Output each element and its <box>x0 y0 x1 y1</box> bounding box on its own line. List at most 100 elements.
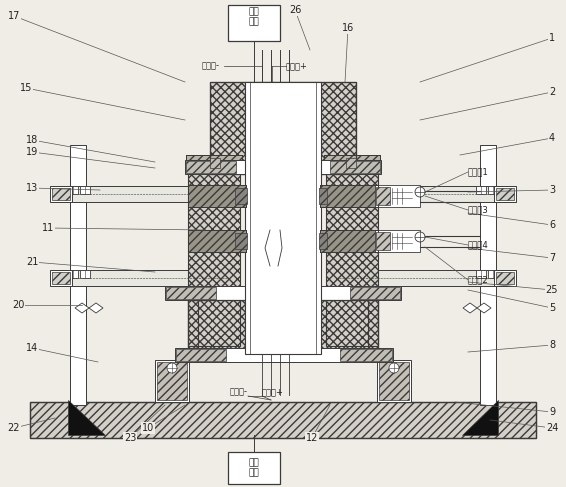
Bar <box>210 158 220 168</box>
Text: 18: 18 <box>26 135 38 145</box>
Bar <box>377 360 411 402</box>
Text: 23: 23 <box>124 433 136 443</box>
Bar <box>320 230 378 252</box>
Text: 2: 2 <box>549 87 555 97</box>
Bar <box>494 270 516 286</box>
Text: 6: 6 <box>549 220 555 230</box>
Text: 电源线-: 电源线- <box>202 61 220 71</box>
Bar <box>52 188 70 200</box>
Bar <box>476 186 486 194</box>
Bar <box>186 161 236 173</box>
Text: 20: 20 <box>12 300 24 310</box>
Bar <box>52 272 70 284</box>
Bar <box>80 186 90 194</box>
Circle shape <box>389 363 399 373</box>
Bar <box>336 270 506 286</box>
Bar <box>166 287 216 299</box>
Bar <box>376 187 390 205</box>
Bar <box>326 158 378 346</box>
Bar <box>376 232 390 250</box>
Bar <box>496 272 514 284</box>
Bar <box>210 82 356 174</box>
Bar <box>155 360 189 402</box>
Bar <box>185 160 381 174</box>
Bar <box>346 158 356 168</box>
Text: 1: 1 <box>549 33 555 43</box>
Bar <box>326 158 378 346</box>
Text: 5: 5 <box>549 303 555 313</box>
Text: 10: 10 <box>142 423 154 433</box>
Polygon shape <box>463 303 477 313</box>
Bar <box>30 402 536 438</box>
Text: 14: 14 <box>26 343 38 353</box>
Bar <box>245 82 321 354</box>
Bar <box>188 230 246 252</box>
Bar <box>188 185 246 207</box>
Text: 11: 11 <box>42 223 54 233</box>
Bar <box>68 270 78 278</box>
Bar <box>320 185 378 207</box>
Circle shape <box>415 232 425 242</box>
Text: 16: 16 <box>342 23 354 33</box>
Polygon shape <box>68 400 105 435</box>
Text: 送丝
电机: 送丝 电机 <box>248 7 259 27</box>
Text: 9: 9 <box>549 407 555 417</box>
Bar <box>340 349 392 361</box>
Bar <box>375 185 420 207</box>
Bar <box>60 270 230 286</box>
Bar <box>176 349 226 361</box>
Bar <box>228 452 280 484</box>
Text: 24: 24 <box>546 423 558 433</box>
Bar <box>186 155 242 165</box>
Text: 21: 21 <box>26 257 38 267</box>
Bar <box>324 155 380 165</box>
Polygon shape <box>75 303 89 313</box>
Bar <box>379 362 409 400</box>
Text: 电弧丝-: 电弧丝- <box>230 388 248 396</box>
Polygon shape <box>477 303 491 313</box>
Bar <box>476 270 486 278</box>
Bar <box>165 286 401 300</box>
Bar <box>198 295 368 355</box>
Bar <box>188 300 378 350</box>
Bar <box>496 188 514 200</box>
Bar <box>235 233 247 249</box>
Bar <box>188 230 246 252</box>
Text: 接线点1: 接线点1 <box>468 168 489 176</box>
Bar <box>488 186 498 194</box>
Text: 12: 12 <box>306 433 318 443</box>
Text: 3: 3 <box>549 185 555 195</box>
Text: 26: 26 <box>289 5 301 15</box>
Bar <box>50 270 72 286</box>
Text: 接线点4: 接线点4 <box>468 241 489 249</box>
Text: 接线点3: 接线点3 <box>468 206 489 214</box>
Bar <box>228 5 280 41</box>
Text: 17: 17 <box>8 11 20 21</box>
Bar <box>175 348 393 362</box>
Bar <box>375 230 420 252</box>
Bar <box>330 161 380 173</box>
Bar <box>188 158 240 346</box>
Polygon shape <box>89 303 103 313</box>
Text: 电弧丝+: 电弧丝+ <box>262 388 284 396</box>
Text: 电弧
喷枪: 电弧 喷枪 <box>248 458 259 478</box>
Bar <box>198 295 368 355</box>
Bar <box>70 145 86 405</box>
Text: 7: 7 <box>549 253 555 263</box>
Bar <box>188 185 246 207</box>
Bar <box>319 188 327 204</box>
Bar <box>60 186 230 202</box>
Bar <box>50 186 72 202</box>
Bar <box>494 186 516 202</box>
Text: 13: 13 <box>26 183 38 193</box>
Text: 8: 8 <box>549 340 555 350</box>
Text: 4: 4 <box>549 133 555 143</box>
Text: 电源线+: 电源线+ <box>286 61 308 71</box>
Bar <box>488 270 498 278</box>
Bar <box>324 155 380 165</box>
Bar <box>188 158 240 346</box>
Bar <box>30 402 536 438</box>
Bar <box>68 186 78 194</box>
Text: 22: 22 <box>8 423 20 433</box>
Bar <box>319 233 327 249</box>
